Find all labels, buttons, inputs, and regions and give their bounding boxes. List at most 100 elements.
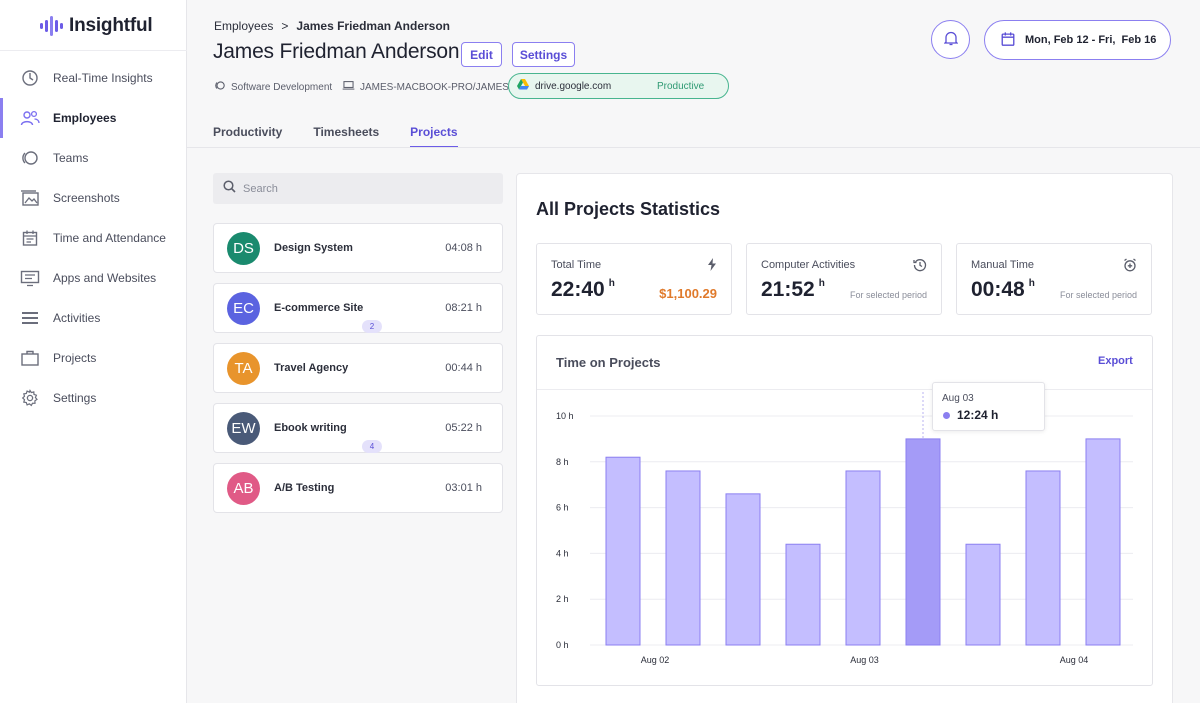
date-range-label: Mon, Feb 12 - Fri, Feb 16: [1025, 34, 1157, 46]
current-activity-pill: drive.google.com Productive: [508, 73, 729, 99]
breadcrumb-separator: >: [281, 19, 289, 33]
time-on-projects-card: [536, 335, 1153, 686]
computer-name: JAMES-MACBOOK-PRO/JAMES: [360, 81, 509, 93]
project-item-travel-agency[interactable]: TA Travel Agency 00:44 h: [213, 343, 503, 393]
briefcase-icon: [20, 348, 40, 368]
screenshots-icon: [20, 188, 40, 208]
project-name: A/B Testing: [274, 482, 335, 494]
stat-value: 00:48 h: [971, 278, 1035, 302]
chart-tooltip: Aug 03 12:24 h: [932, 382, 1045, 431]
sidebar-item-activities[interactable]: Activities: [0, 298, 187, 338]
sidebar-item-time-and-attendance[interactable]: Time and Attendance: [0, 218, 187, 258]
sidebar-item-label: Real-Time Insights: [53, 71, 153, 85]
sidebar-item-real-time-insights[interactable]: Real-Time Insights: [0, 58, 187, 98]
tooltip-date: Aug 03: [942, 393, 974, 404]
project-search: [213, 173, 503, 204]
gear-icon: [20, 388, 40, 408]
project-item-ebook-writing[interactable]: EW Ebook writing 05:22 h 4: [213, 403, 503, 453]
sidebar-item-label: Activities: [53, 311, 101, 325]
stat-label: Computer Activities: [761, 259, 856, 271]
google-drive-icon: [517, 79, 529, 93]
sidebar-item-label: Projects: [53, 351, 97, 365]
notifications-button[interactable]: [931, 20, 970, 59]
edit-button[interactable]: Edit: [461, 42, 502, 67]
total-time-value: 22:40: [551, 278, 605, 301]
productivity-status: Productive: [657, 80, 705, 92]
sidebar-item-label: Apps and Websites: [53, 271, 157, 285]
project-avatar: EC: [227, 291, 260, 325]
sidebar-item-settings[interactable]: Settings: [0, 378, 187, 418]
project-time: 05:22 h: [445, 422, 482, 434]
time-unit: h: [1028, 278, 1035, 289]
project-item-design-system[interactable]: DS Design System 04:08 h: [213, 223, 503, 273]
date-range-picker[interactable]: Mon, Feb 12 - Fri, Feb 16: [984, 20, 1171, 60]
project-avatar: EW: [227, 411, 260, 445]
project-avatar: DS: [227, 231, 260, 265]
alarm-clock-icon: [1123, 258, 1137, 277]
project-item-ab-testing[interactable]: AB A/B Testing 03:01 h: [213, 463, 503, 513]
sidebar-nav: Real-Time Insights Employees Teams Scree…: [0, 58, 187, 418]
history-icon: [913, 258, 927, 277]
tab-projects[interactable]: Projects: [410, 125, 458, 148]
lightning-icon: [707, 258, 717, 276]
logo-icon: [40, 16, 63, 36]
monitor-icon: [20, 268, 40, 288]
sidebar-item-label: Settings: [53, 391, 97, 405]
sidebar-item-apps-and-websites[interactable]: Apps and Websites: [0, 258, 187, 298]
manual-time-card: Manual Time 00:48 h For selected period: [956, 243, 1152, 315]
stat-value: 21:52 h: [761, 278, 825, 302]
project-avatar: TA: [227, 351, 260, 385]
computer-time-value: 21:52: [761, 278, 815, 301]
settings-button[interactable]: Settings: [512, 42, 575, 67]
series-dot: [943, 412, 950, 419]
search-icon: [223, 179, 236, 198]
stat-period-label: For selected period: [849, 290, 927, 300]
sidebar-item-screenshots[interactable]: Screenshots: [0, 178, 187, 218]
task-count-badge[interactable]: 4: [362, 440, 382, 453]
task-count-badge[interactable]: 2: [362, 320, 382, 333]
project-name: E-commerce Site: [274, 302, 364, 314]
breadcrumb-current: James Friedman Anderson: [296, 19, 450, 33]
breadcrumb-employees-link[interactable]: Employees: [214, 19, 274, 33]
calendar-icon: [20, 228, 40, 248]
sidebar-item-label: Employees: [53, 111, 117, 125]
sidebar-item-projects[interactable]: Projects: [0, 338, 187, 378]
sidebar-item-label: Teams: [53, 151, 89, 165]
tab-productivity[interactable]: Productivity: [213, 125, 283, 139]
divider: [0, 50, 187, 51]
employees-icon: [20, 108, 40, 128]
teams-icon: [20, 148, 40, 168]
profile-tabs: Productivity Timesheets Projects: [213, 125, 489, 148]
realtime-icon: [20, 68, 40, 88]
stat-value: 22:40 h: [551, 278, 615, 302]
export-button[interactable]: Export: [1098, 355, 1133, 367]
sidebar-item-employees[interactable]: Employees: [0, 98, 187, 138]
sidebar-item-teams[interactable]: Teams: [0, 138, 187, 178]
sidebar-item-label: Screenshots: [53, 191, 120, 205]
tab-timesheets[interactable]: Timesheets: [313, 125, 380, 139]
list-icon: [20, 308, 40, 328]
chart-title: Time on Projects: [556, 355, 661, 370]
project-item-e-commerce-site[interactable]: EC E-commerce Site 08:21 h 2: [213, 283, 503, 333]
search-input[interactable]: [243, 182, 483, 195]
sidebar-item-label: Time and Attendance: [53, 231, 166, 245]
time-unit: h: [608, 278, 615, 289]
stat-label: Total Time: [551, 259, 602, 271]
team-info: Software Development: [214, 80, 332, 94]
teams-icon: [214, 80, 226, 94]
computer-activities-card: Computer Activities 21:52 h For selected …: [746, 243, 942, 315]
sidebar: Insightful Real-Time Insights Employees …: [0, 0, 187, 703]
computer-info: JAMES-MACBOOK-PRO/JAMES: [342, 80, 509, 94]
stat-label: Manual Time: [971, 259, 1034, 271]
app-logo[interactable]: Insightful: [40, 14, 153, 38]
stat-period-label: For selected period: [1059, 290, 1137, 300]
breadcrumb: Employees > James Friedman Anderson: [214, 19, 450, 33]
app-name: Insightful: [69, 15, 153, 36]
total-time-card: Total Time 22:40 h $1,100.29: [536, 243, 732, 315]
earnings-value: $1,100.29: [659, 286, 717, 301]
team-name: Software Development: [231, 81, 333, 93]
laptop-icon: [342, 80, 355, 94]
manual-time-value: 00:48: [971, 278, 1025, 301]
current-site: drive.google.com: [535, 80, 612, 92]
project-time: 00:44 h: [445, 362, 482, 374]
